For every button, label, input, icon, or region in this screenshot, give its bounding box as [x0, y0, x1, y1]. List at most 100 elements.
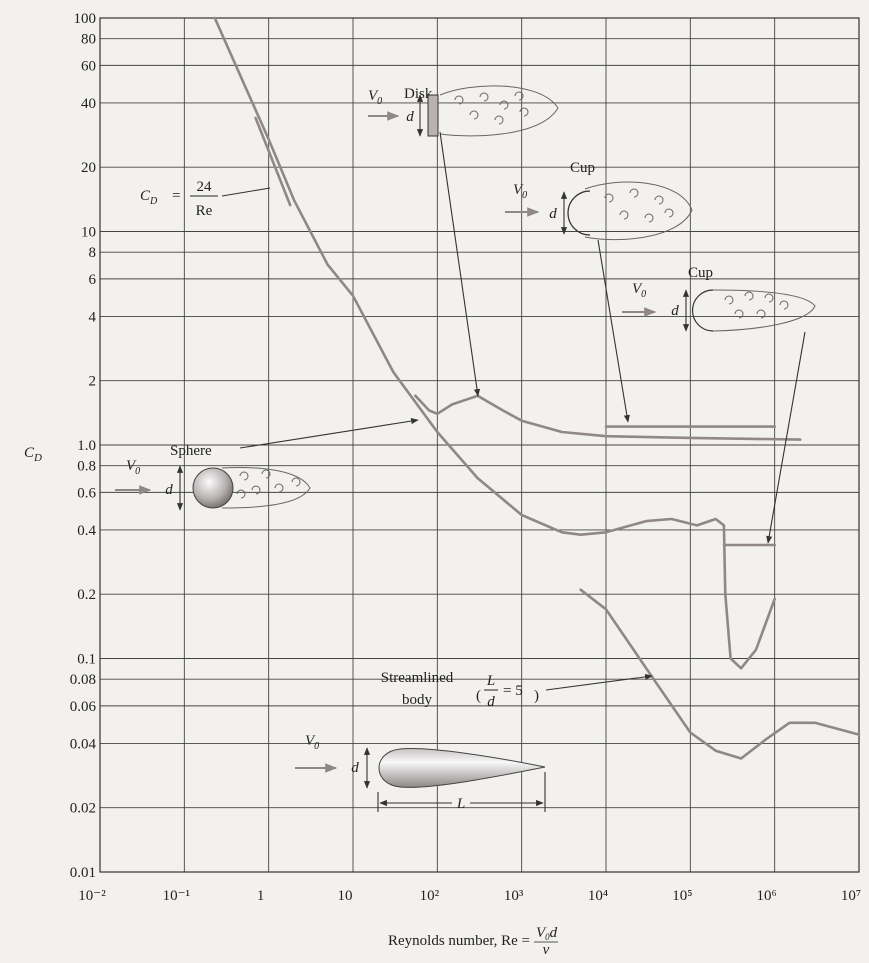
velocity-base: V — [513, 182, 524, 198]
ratio-den: d — [487, 694, 495, 710]
velocity-label: V0 — [513, 182, 527, 201]
pointer-arrow — [239, 418, 419, 449]
velocity-label: V0 — [305, 733, 319, 752]
y-axis-label-base: C — [24, 445, 35, 461]
x-tick-label: 10⁵ — [672, 888, 692, 904]
y-tick-label: 0.01 — [70, 865, 96, 881]
vortices — [604, 188, 674, 223]
y-tick-label: 0.1 — [77, 652, 96, 668]
y-tick-label: 0.06 — [70, 699, 97, 715]
y-tick-label: 0.6 — [77, 485, 96, 501]
y-tick-label: 4 — [89, 309, 97, 325]
y-tick-label: 0.08 — [70, 672, 96, 688]
cup-label: Cup — [570, 160, 595, 176]
cup-shape — [691, 289, 714, 332]
data-line — [414, 394, 802, 441]
tick-labels: 0.010.020.040.060.080.10.20.40.60.81.024… — [70, 11, 861, 904]
stokes-annotation: CD = 24 Re — [140, 179, 271, 219]
velocity-sub: 0 — [522, 190, 527, 201]
grid — [99, 17, 860, 873]
x-tick-label: 10⁷ — [841, 888, 861, 904]
streamlined-label-line: Streamlined — [381, 670, 454, 686]
pointer-arrow — [766, 331, 806, 544]
data-line — [579, 588, 861, 760]
sphere-label: Sphere — [170, 443, 212, 459]
y-axis-label: CD — [24, 445, 42, 464]
wake — [221, 467, 311, 509]
x-tick-label: 10⁻² — [78, 888, 106, 904]
y-tick-label: 40 — [81, 96, 96, 112]
y-tick-label: 0.4 — [77, 523, 96, 539]
y-tick-label: 2 — [89, 374, 97, 390]
disk-annotation: Disk V0 d — [368, 85, 559, 397]
y-tick-label: 6 — [89, 272, 97, 288]
x-axis-label-num-sub: 0 — [545, 932, 550, 942]
x-tick-label: 10⁴ — [588, 888, 608, 904]
pointer-arrow — [545, 673, 653, 691]
pointer-arrow — [597, 239, 630, 423]
x-axis-label-numerator: V0d — [536, 925, 558, 942]
dimension-label: d — [165, 482, 173, 498]
stokes-num: 24 — [197, 179, 213, 195]
vortices — [236, 469, 301, 499]
plot-frame — [99, 17, 860, 873]
data-line — [213, 16, 776, 670]
stokes-eq: = — [172, 188, 180, 204]
stokes-cd-base: C — [140, 188, 151, 204]
wake — [584, 181, 693, 241]
disk-shape — [427, 94, 439, 137]
disk-label: Disk — [404, 86, 433, 102]
stokes-cd: CD — [140, 188, 158, 207]
dimension-label: d — [549, 206, 557, 222]
velocity-sub: 0 — [135, 466, 140, 477]
velocity-label: V0 — [368, 88, 382, 107]
y-axis-label-sub: D — [33, 452, 42, 464]
velocity-base: V — [368, 88, 379, 104]
y-tick-label: 20 — [81, 160, 96, 176]
vortices — [724, 291, 789, 319]
velocity-base: V — [632, 281, 643, 297]
velocity-label: V0 — [632, 281, 646, 300]
sphere-annotation: Sphere V0 d — [115, 418, 419, 511]
cup-concave-annotation: Cup V0 d — [505, 160, 693, 423]
velocity-sub: 0 — [314, 741, 319, 752]
cup-convex-annotation: Cup V0 d — [622, 265, 816, 544]
velocity-base: V — [305, 733, 316, 749]
ratio-open: ( — [476, 688, 481, 704]
y-tick-label: 8 — [89, 245, 97, 261]
x-axis-label-denominator: ν — [543, 942, 550, 958]
x-tick-label: 10² — [420, 888, 440, 904]
streamlined-label-line: body — [402, 692, 433, 708]
dimension-label: d — [406, 109, 414, 125]
streamlined-shape — [378, 748, 546, 788]
stokes-cd-sub: D — [149, 196, 158, 207]
y-tick-label: 0.04 — [70, 736, 97, 752]
pointer-arrow — [439, 131, 481, 397]
x-axis-label: Reynolds number, Re = V0d ν — [388, 925, 558, 958]
ratio-num: L — [486, 673, 495, 689]
curves — [213, 16, 861, 760]
ratio-close: ) — [534, 688, 539, 704]
length-label: L — [456, 796, 465, 812]
y-tick-label: 60 — [81, 58, 96, 74]
velocity-sub: 0 — [377, 96, 382, 107]
streamlined-annotation: Streamlined body ( L d = 5 ) V0 d L — [295, 670, 653, 812]
cup-shape — [567, 190, 591, 236]
x-tick-label: 10³ — [504, 888, 524, 904]
y-tick-label: 0.8 — [77, 459, 96, 475]
x-tick-label: 1 — [257, 888, 265, 904]
x-tick-label: 10 — [338, 888, 353, 904]
cup-label: Cup — [688, 265, 713, 281]
velocity-base: V — [126, 458, 137, 474]
x-axis-label-text: Reynolds number, Re = — [388, 933, 530, 949]
x-axis-label-num-base: V — [536, 925, 547, 941]
data-line — [254, 116, 292, 207]
stokes-den: Re — [196, 203, 213, 219]
y-tick-label: 80 — [81, 32, 96, 48]
wake — [712, 289, 816, 332]
ratio-eq: = 5 — [503, 683, 523, 699]
x-axis-label-num-rest: d — [550, 925, 558, 941]
y-tick-label: 100 — [74, 11, 97, 27]
